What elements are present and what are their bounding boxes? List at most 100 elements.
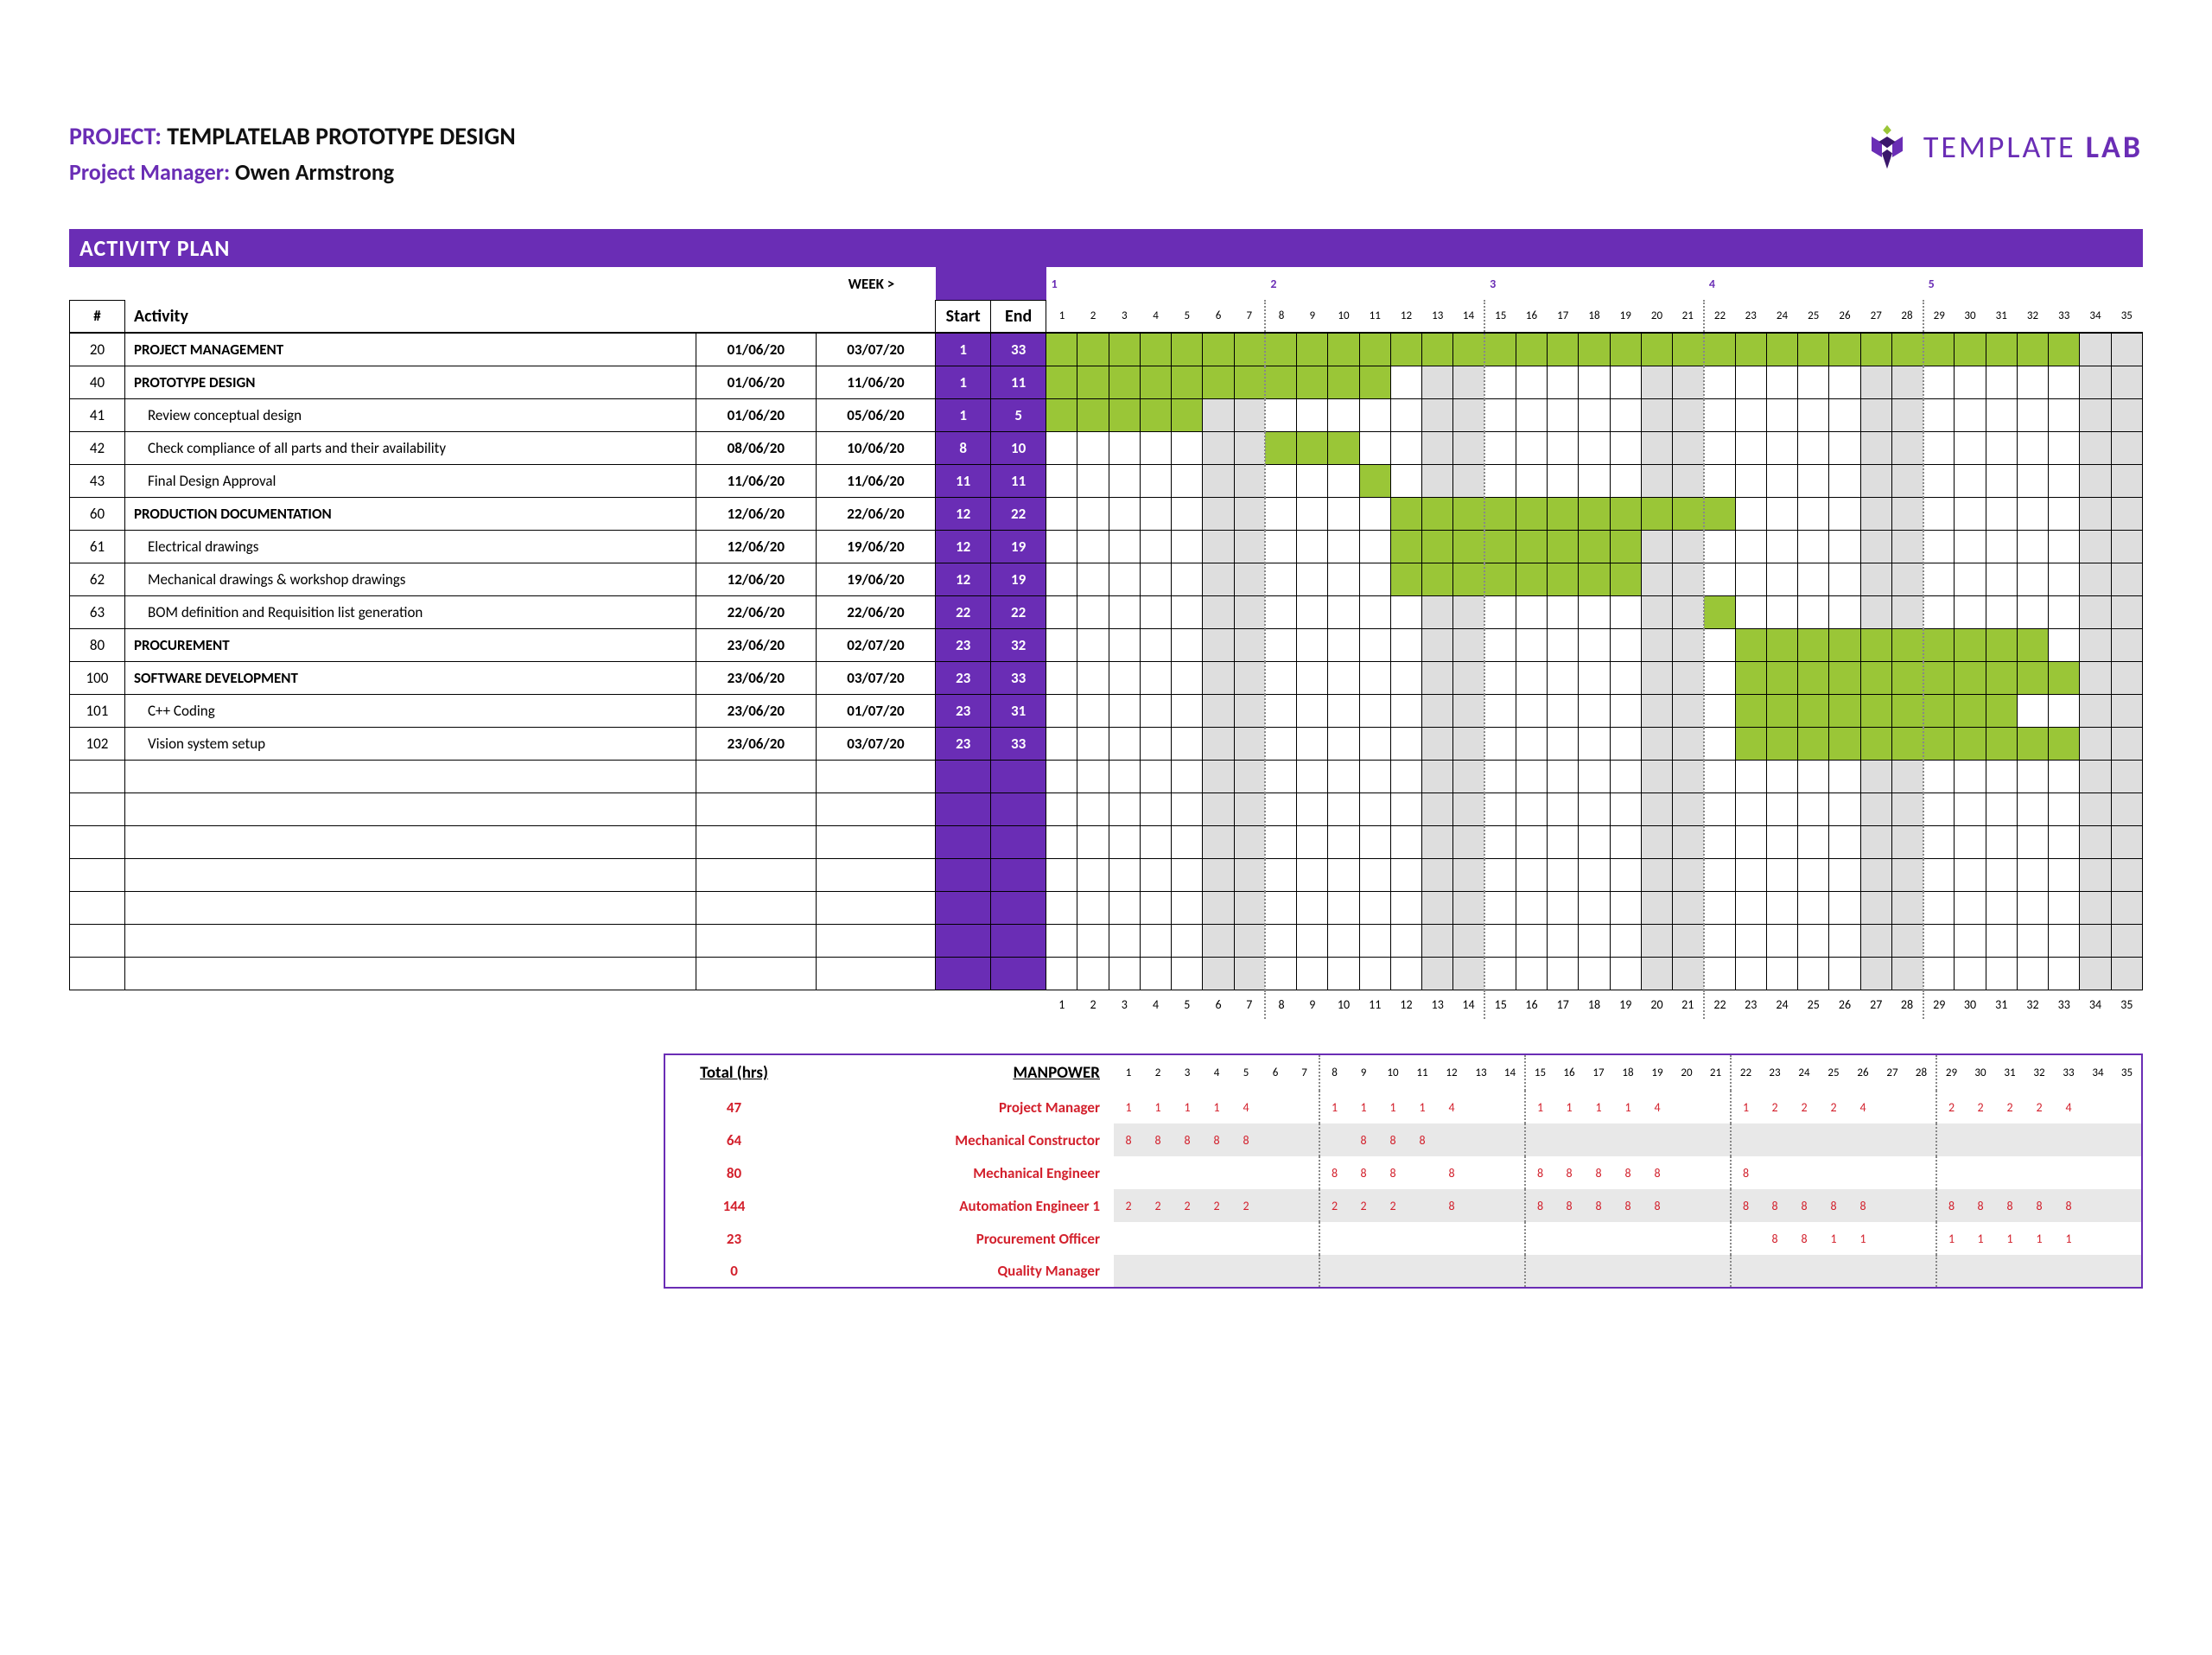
gantt-cell	[1610, 661, 1641, 694]
row-date-end: 01/07/20	[816, 694, 936, 727]
gantt-cell	[1203, 595, 1234, 628]
gantt-cell	[1704, 333, 1735, 366]
gantt-cell	[1986, 727, 2017, 760]
row-num: 43	[70, 464, 125, 497]
gantt-cell	[1986, 694, 2017, 727]
manpower-table: Total (hrs)MANPOWER123456789101112131415…	[664, 1053, 2143, 1289]
gantt-cell	[1140, 628, 1171, 661]
mp-day-header: 12	[1437, 1054, 1466, 1091]
row-date-start: 12/06/20	[696, 530, 817, 563]
gantt-cell	[1422, 563, 1453, 595]
mp-role: Quality Manager	[803, 1255, 1114, 1288]
gantt-cell	[1766, 727, 1797, 760]
mp-day-header: 9	[1349, 1054, 1378, 1091]
row-date-start: 12/06/20	[696, 497, 817, 530]
day-header: 8	[1265, 300, 1296, 333]
mp-hours-cell	[2083, 1255, 2113, 1288]
gantt-cell	[2049, 333, 2080, 366]
mp-hours-cell	[2083, 1156, 2113, 1189]
mp-hours-cell	[1261, 1156, 1290, 1189]
gantt-cell	[1923, 464, 1955, 497]
gantt-cell	[2049, 464, 2080, 497]
gantt-cell	[1484, 957, 1516, 990]
gantt-cell	[1328, 366, 1359, 398]
activity-row: 101C++ Coding23/06/2001/07/202331	[70, 694, 2143, 727]
gantt-cell	[1484, 333, 1516, 366]
mp-hours-cell	[1496, 1189, 1525, 1222]
mp-hours-cell	[1672, 1156, 1701, 1189]
mp-hours-cell	[1408, 1255, 1437, 1288]
mp-hours-cell	[1408, 1222, 1437, 1255]
mp-hours-cell	[1701, 1123, 1731, 1156]
gantt-cell	[1891, 398, 1923, 431]
mp-hours-cell	[1672, 1123, 1701, 1156]
gantt-cell	[1641, 595, 1672, 628]
gantt-cell	[2049, 431, 2080, 464]
gantt-cell	[2111, 464, 2142, 497]
gantt-cell	[2017, 530, 2048, 563]
gantt-cell	[1798, 661, 1829, 694]
gantt-cell	[1891, 957, 1923, 990]
gantt-cell	[1359, 628, 1390, 661]
gantt-cell	[1077, 661, 1109, 694]
gantt-cell	[1265, 694, 1296, 727]
mp-hours-cell	[2113, 1189, 2142, 1222]
gantt-cell	[1453, 727, 1484, 760]
mp-hours-cell: 1	[1525, 1091, 1554, 1123]
mp-day-header: 28	[1907, 1054, 1936, 1091]
gantt-cell	[1077, 398, 1109, 431]
gantt-cell	[1390, 497, 1421, 530]
row-start-day: 1	[936, 366, 991, 398]
gantt-cell	[1109, 366, 1140, 398]
mp-hours-cell	[2083, 1123, 2113, 1156]
footer-day-number: 6	[1203, 990, 1234, 1019]
mp-hours-cell	[1643, 1222, 1672, 1255]
gantt-cell	[1548, 595, 1579, 628]
gantt-cell	[1704, 727, 1735, 760]
mp-hours-cell: 2	[1789, 1091, 1819, 1123]
gantt-cell	[1829, 497, 1860, 530]
mp-total: 47	[664, 1091, 803, 1123]
mp-hours-cell	[1408, 1156, 1437, 1189]
gantt-cell	[2017, 464, 2048, 497]
activity-row: 63BOM definition and Requisition list ge…	[70, 595, 2143, 628]
gantt-cell	[1484, 530, 1516, 563]
gantt-cell	[1579, 366, 1610, 398]
gantt-cell	[2049, 497, 2080, 530]
mp-hours-cell	[1525, 1222, 1554, 1255]
gantt-cell	[1172, 333, 1203, 366]
gantt-cell	[1579, 398, 1610, 431]
mp-day-header: 18	[1613, 1054, 1643, 1091]
gantt-cell	[1673, 661, 1704, 694]
gantt-cell	[1422, 957, 1453, 990]
row-start-day: 11	[936, 464, 991, 497]
mp-role: Mechanical Constructor	[803, 1123, 1114, 1156]
gantt-cell	[1860, 628, 1891, 661]
gantt-cell	[1923, 760, 1955, 792]
gantt-cell	[1891, 858, 1923, 891]
week-number	[1829, 267, 1860, 300]
mp-hours-cell	[1261, 1255, 1290, 1288]
mp-hours-cell	[1466, 1222, 1496, 1255]
gantt-cell	[1297, 530, 1328, 563]
gantt-cell	[1077, 563, 1109, 595]
mp-hours-cell	[1378, 1255, 1408, 1288]
gantt-cell	[1328, 628, 1359, 661]
gantt-cell	[1829, 563, 1860, 595]
gantt-cell	[2080, 366, 2111, 398]
mp-hours-cell: 2	[2024, 1091, 2054, 1123]
mp-hours-cell	[1966, 1156, 1995, 1189]
gantt-cell	[1203, 957, 1234, 990]
mp-hours-cell	[1701, 1189, 1731, 1222]
gantt-cell	[1453, 661, 1484, 694]
gantt-cell	[1735, 792, 1766, 825]
mp-hours-cell: 8	[1789, 1189, 1819, 1222]
gantt-cell	[1453, 563, 1484, 595]
week-number	[1986, 267, 2017, 300]
gantt-cell	[1390, 530, 1421, 563]
gantt-cell	[1453, 891, 1484, 924]
mp-hours-cell	[1907, 1222, 1936, 1255]
mp-hours-cell: 8	[1554, 1189, 1584, 1222]
gantt-cell	[1798, 333, 1829, 366]
gantt-cell	[1610, 464, 1641, 497]
